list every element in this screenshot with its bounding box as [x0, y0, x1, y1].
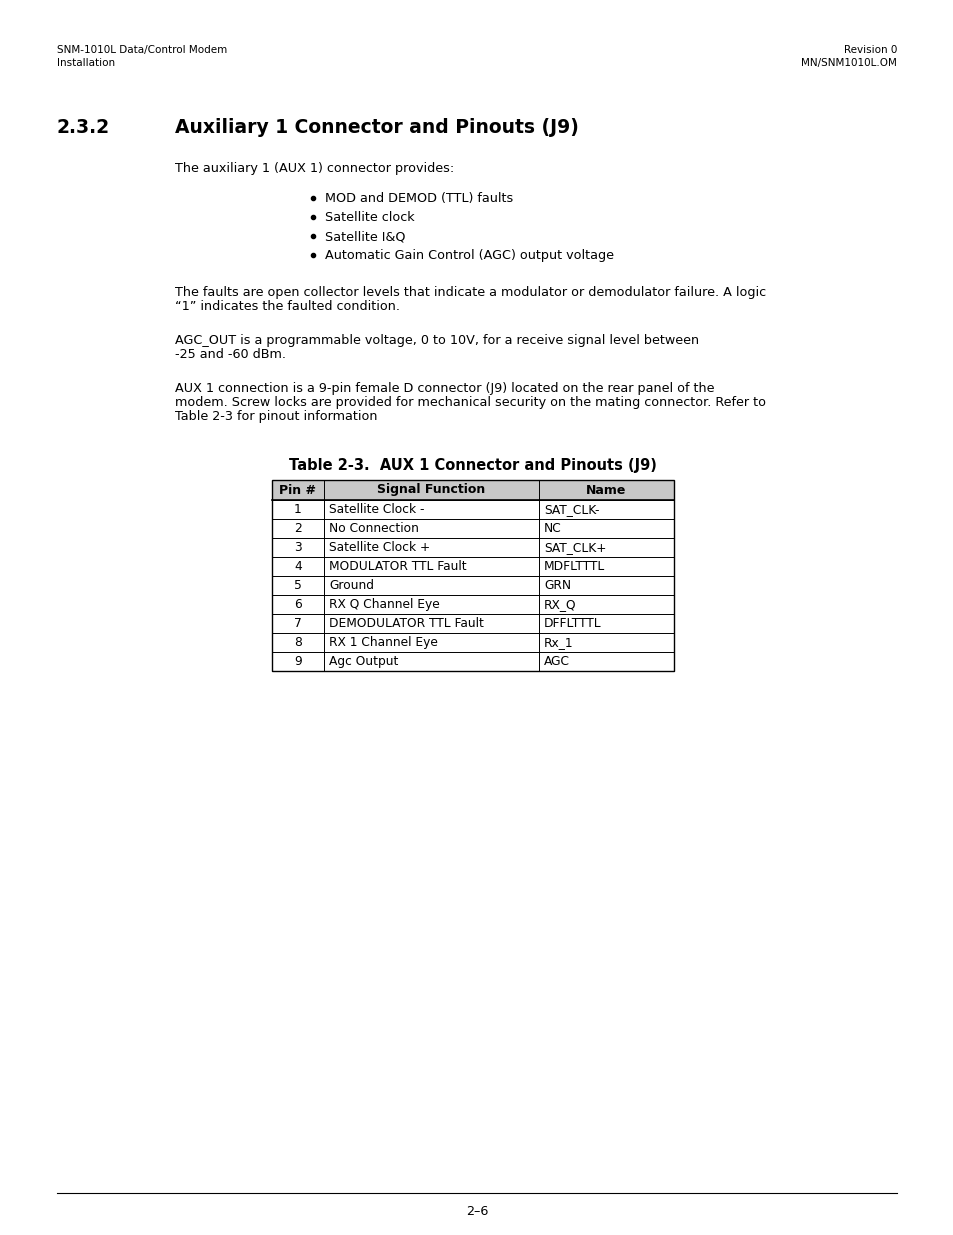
Text: 3: 3: [294, 541, 301, 555]
Text: RX Q Channel Eye: RX Q Channel Eye: [329, 598, 439, 611]
Text: SNM-1010L Data/Control Modem: SNM-1010L Data/Control Modem: [57, 44, 227, 56]
Text: 6: 6: [294, 598, 301, 611]
Bar: [272, 480, 673, 500]
Text: modem. Screw locks are provided for mechanical security on the mating connector.: modem. Screw locks are provided for mech…: [174, 396, 765, 409]
Text: 4: 4: [294, 559, 301, 573]
Text: 2.3.2: 2.3.2: [57, 119, 110, 137]
Text: 1: 1: [294, 503, 301, 516]
Text: Table 2-3.  AUX 1 Connector and Pinouts (J9): Table 2-3. AUX 1 Connector and Pinouts (…: [289, 458, 657, 473]
Text: The faults are open collector levels that indicate a modulator or demodulator fa: The faults are open collector levels tha…: [174, 287, 765, 299]
Text: MODULATOR TTL Fault: MODULATOR TTL Fault: [329, 559, 466, 573]
Text: AUX 1 connection is a 9-pin female D connector (J9) located on the rear panel of: AUX 1 connection is a 9-pin female D con…: [174, 382, 714, 395]
Text: Satellite I&Q: Satellite I&Q: [325, 230, 405, 243]
Text: RX_Q: RX_Q: [543, 598, 576, 611]
Text: SAT_CLK+: SAT_CLK+: [543, 541, 606, 555]
Text: RX 1 Channel Eye: RX 1 Channel Eye: [329, 636, 437, 650]
Text: DFFLTTTL: DFFLTTTL: [543, 618, 601, 630]
Text: Agc Output: Agc Output: [329, 655, 398, 668]
Text: Pin #: Pin #: [279, 483, 316, 496]
Text: “1” indicates the faulted condition.: “1” indicates the faulted condition.: [174, 300, 399, 312]
Text: Signal Function: Signal Function: [377, 483, 485, 496]
Text: Installation: Installation: [57, 58, 115, 68]
Text: Name: Name: [586, 483, 626, 496]
Text: SAT_CLK-: SAT_CLK-: [543, 503, 598, 516]
Text: DEMODULATOR TTL Fault: DEMODULATOR TTL Fault: [329, 618, 483, 630]
Text: 2–6: 2–6: [465, 1205, 488, 1218]
Text: Satellite Clock +: Satellite Clock +: [329, 541, 430, 555]
Text: MN/SNM1010L.OM: MN/SNM1010L.OM: [801, 58, 896, 68]
Text: 7: 7: [294, 618, 301, 630]
Text: Satellite Clock -: Satellite Clock -: [329, 503, 424, 516]
Text: Automatic Gain Control (AGC) output voltage: Automatic Gain Control (AGC) output volt…: [325, 249, 614, 262]
Text: No Connection: No Connection: [329, 522, 418, 535]
Text: GRN: GRN: [543, 579, 571, 592]
Text: NC: NC: [543, 522, 561, 535]
Text: The auxiliary 1 (AUX 1) connector provides:: The auxiliary 1 (AUX 1) connector provid…: [174, 162, 454, 175]
Text: -25 and -60 dBm.: -25 and -60 dBm.: [174, 348, 286, 361]
Text: 8: 8: [294, 636, 301, 650]
Bar: [272, 480, 673, 671]
Text: MOD and DEMOD (TTL) faults: MOD and DEMOD (TTL) faults: [325, 191, 513, 205]
Text: Satellite clock: Satellite clock: [325, 211, 415, 224]
Text: Table 2-3 for pinout information: Table 2-3 for pinout information: [174, 410, 377, 424]
Text: AGC_OUT is a programmable voltage, 0 to 10V, for a receive signal level between: AGC_OUT is a programmable voltage, 0 to …: [174, 333, 699, 347]
Text: Ground: Ground: [329, 579, 374, 592]
Text: 5: 5: [294, 579, 301, 592]
Text: Revision 0: Revision 0: [842, 44, 896, 56]
Text: 9: 9: [294, 655, 301, 668]
Text: AGC: AGC: [543, 655, 569, 668]
Text: Rx_1: Rx_1: [543, 636, 573, 650]
Text: 2: 2: [294, 522, 301, 535]
Text: MDFLTTTL: MDFLTTTL: [543, 559, 604, 573]
Text: Auxiliary 1 Connector and Pinouts (J9): Auxiliary 1 Connector and Pinouts (J9): [174, 119, 578, 137]
